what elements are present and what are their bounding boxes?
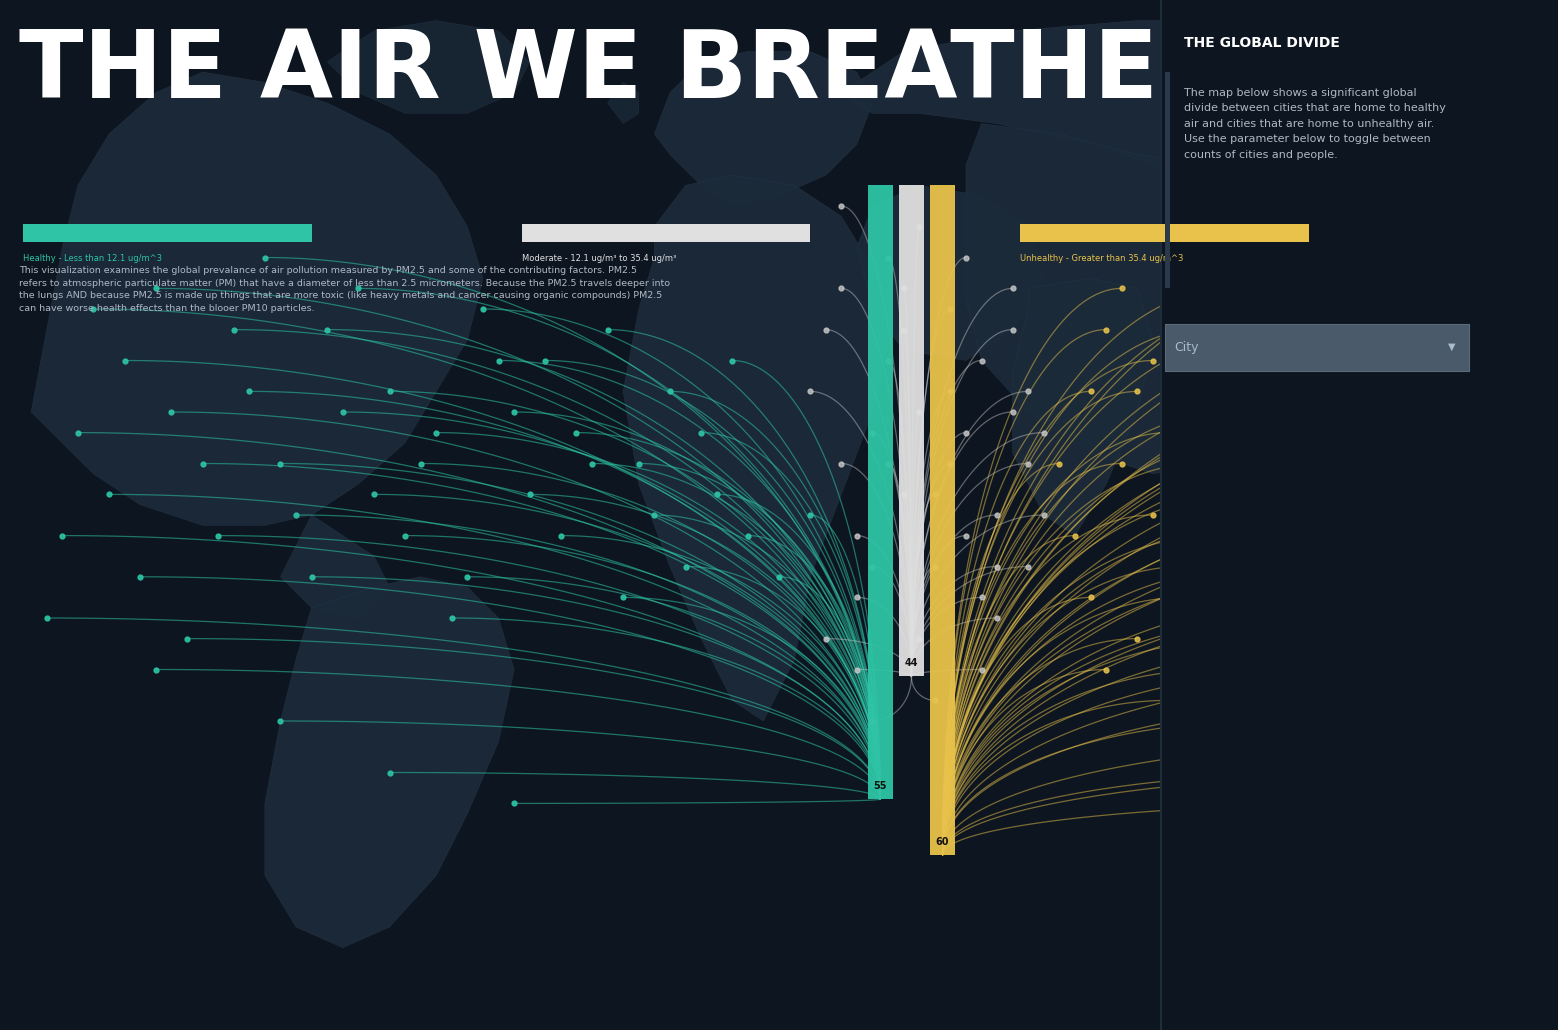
Text: 60: 60: [936, 836, 949, 847]
Polygon shape: [265, 577, 514, 948]
Polygon shape: [654, 52, 872, 206]
Bar: [1020, 224, 1309, 242]
Bar: [23, 224, 312, 242]
Polygon shape: [1200, 330, 1309, 525]
Bar: [899, 185, 924, 677]
Text: Healthy - Less than 12.1 ug/m^3: Healthy - Less than 12.1 ug/m^3: [23, 254, 162, 264]
Text: The map below shows a significant global
divide between cities that are home to : The map below shows a significant global…: [1184, 88, 1446, 160]
Polygon shape: [1371, 185, 1418, 237]
Bar: [1161, 0, 1558, 1030]
Polygon shape: [1215, 546, 1480, 762]
Text: THE GLOBAL DIVIDE: THE GLOBAL DIVIDE: [1184, 36, 1340, 50]
Polygon shape: [623, 175, 888, 721]
Polygon shape: [31, 72, 483, 525]
Text: City: City: [1175, 341, 1200, 353]
Text: 55: 55: [874, 781, 887, 791]
Polygon shape: [608, 82, 639, 124]
Text: 44: 44: [905, 658, 918, 668]
Bar: [522, 224, 810, 242]
Bar: [930, 185, 955, 855]
Bar: [868, 185, 893, 799]
Text: Moderate - 12.1 ug/m³ to 35.4 ug/m³: Moderate - 12.1 ug/m³ to 35.4 ug/m³: [522, 254, 676, 264]
Text: Unhealthy - Greater than 35.4 ug/m^3: Unhealthy - Greater than 35.4 ug/m^3: [1020, 254, 1184, 264]
FancyBboxPatch shape: [1165, 324, 1469, 371]
Text: THE AIR WE BREATHE: THE AIR WE BREATHE: [19, 26, 1158, 117]
Text: ▼: ▼: [1449, 342, 1455, 352]
Bar: [1165, 72, 1170, 288]
Text: This visualization examines the global prevalance of air pollution measured by P: This visualization examines the global p…: [19, 266, 670, 313]
Polygon shape: [327, 21, 530, 113]
Polygon shape: [1013, 278, 1153, 536]
Polygon shape: [841, 21, 1527, 206]
Polygon shape: [966, 124, 1371, 474]
Polygon shape: [857, 185, 1044, 360]
Polygon shape: [280, 515, 390, 618]
